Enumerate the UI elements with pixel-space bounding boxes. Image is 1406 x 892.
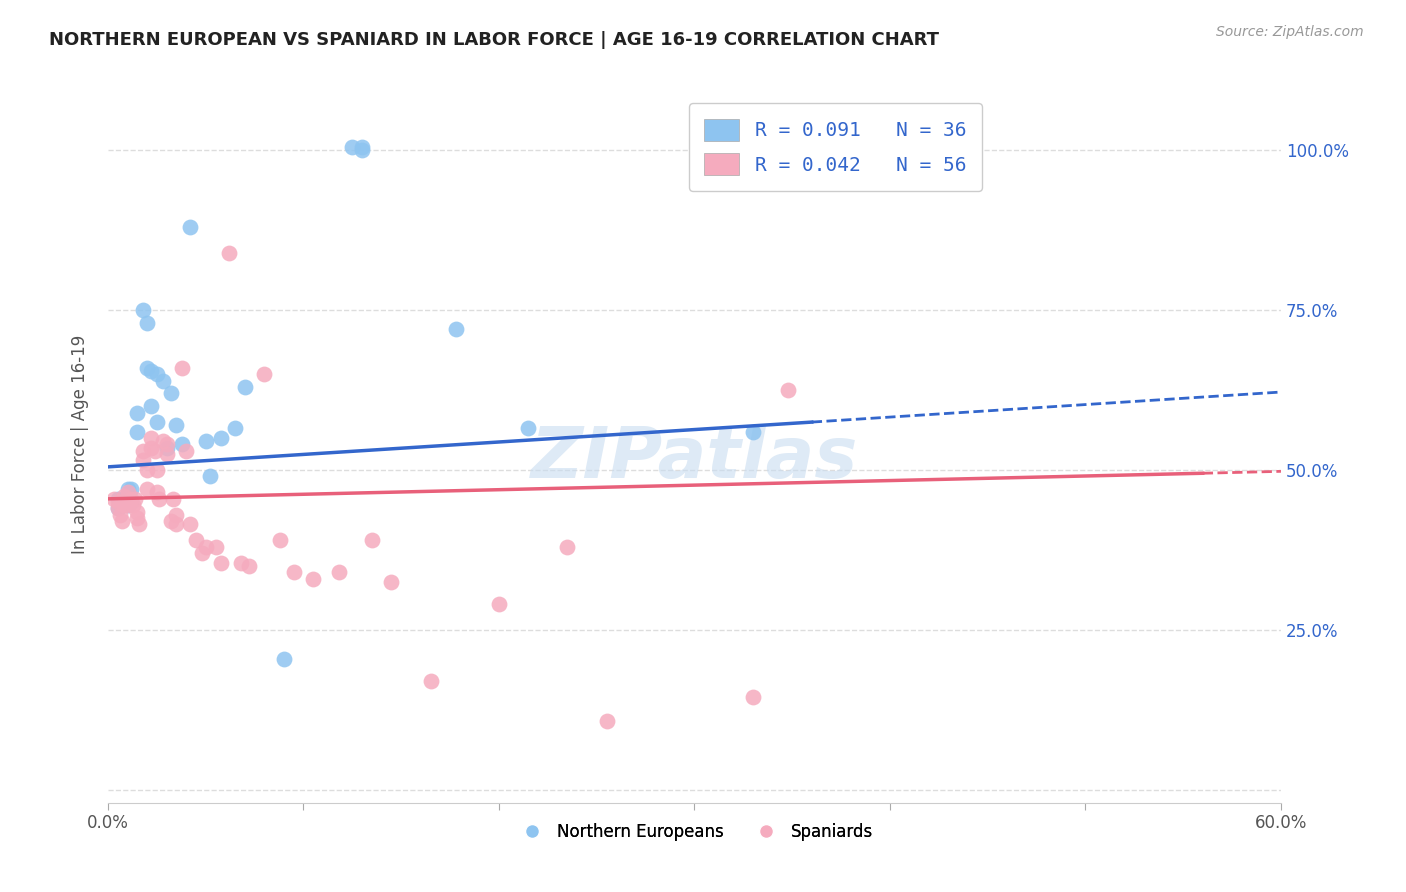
Point bbox=[224, 421, 246, 435]
Point bbox=[517, 421, 540, 435]
Point bbox=[595, 714, 617, 728]
Point bbox=[112, 491, 135, 506]
Point bbox=[233, 380, 256, 394]
Point bbox=[146, 367, 169, 381]
Point bbox=[127, 405, 149, 419]
Point bbox=[269, 533, 291, 548]
Point bbox=[283, 566, 305, 580]
Point bbox=[218, 245, 240, 260]
Point bbox=[139, 399, 162, 413]
Point bbox=[139, 364, 162, 378]
Point bbox=[152, 434, 174, 449]
Point bbox=[165, 418, 187, 433]
Point bbox=[444, 322, 467, 336]
Point bbox=[103, 491, 125, 506]
Point bbox=[352, 144, 374, 158]
Point bbox=[136, 463, 159, 477]
Point bbox=[194, 434, 217, 449]
Point bbox=[132, 443, 155, 458]
Point bbox=[172, 437, 194, 451]
Point bbox=[778, 383, 800, 397]
Point bbox=[742, 425, 765, 439]
Point bbox=[191, 546, 214, 560]
Point bbox=[127, 511, 149, 525]
Point bbox=[209, 431, 232, 445]
Point bbox=[107, 491, 129, 506]
Text: ZIPatlas: ZIPatlas bbox=[531, 425, 858, 493]
Point bbox=[112, 489, 135, 503]
Point bbox=[328, 566, 350, 580]
Point bbox=[136, 360, 159, 375]
Text: Source: ZipAtlas.com: Source: ZipAtlas.com bbox=[1216, 25, 1364, 39]
Text: NORTHERN EUROPEAN VS SPANIARD IN LABOR FORCE | AGE 16-19 CORRELATION CHART: NORTHERN EUROPEAN VS SPANIARD IN LABOR F… bbox=[49, 31, 939, 49]
Point bbox=[117, 498, 139, 512]
Point bbox=[194, 540, 217, 554]
Point bbox=[253, 367, 276, 381]
Point bbox=[156, 437, 179, 451]
Point bbox=[162, 491, 184, 506]
Point bbox=[179, 517, 201, 532]
Point bbox=[165, 508, 187, 522]
Point bbox=[198, 469, 221, 483]
Point bbox=[419, 674, 441, 689]
Point bbox=[107, 501, 129, 516]
Point bbox=[136, 316, 159, 330]
Point bbox=[209, 556, 232, 570]
Point bbox=[380, 574, 402, 589]
Point bbox=[111, 514, 134, 528]
Point bbox=[120, 495, 142, 509]
Point bbox=[139, 441, 162, 455]
Point bbox=[108, 508, 131, 522]
Point bbox=[120, 491, 142, 506]
Point bbox=[112, 498, 135, 512]
Point bbox=[342, 140, 364, 154]
Point bbox=[122, 498, 145, 512]
Point bbox=[146, 485, 169, 500]
Legend: Northern Europeans, Spaniards: Northern Europeans, Spaniards bbox=[509, 817, 880, 848]
Point bbox=[204, 540, 226, 554]
Point bbox=[107, 495, 129, 509]
Point bbox=[179, 220, 201, 235]
Point bbox=[117, 498, 139, 512]
Point bbox=[107, 501, 129, 516]
Point bbox=[117, 489, 139, 503]
Point bbox=[557, 540, 579, 554]
Point bbox=[742, 690, 765, 704]
Point bbox=[152, 374, 174, 388]
Point bbox=[127, 425, 149, 439]
Point bbox=[112, 498, 135, 512]
Point bbox=[156, 447, 179, 461]
Point bbox=[148, 491, 170, 506]
Point bbox=[165, 517, 187, 532]
Point bbox=[488, 598, 510, 612]
Point bbox=[352, 140, 374, 154]
Point bbox=[124, 491, 146, 506]
Point bbox=[361, 533, 384, 548]
Point bbox=[159, 514, 181, 528]
Point bbox=[127, 505, 149, 519]
Point bbox=[229, 556, 252, 570]
Point bbox=[128, 517, 150, 532]
Point bbox=[136, 482, 159, 496]
Point bbox=[172, 360, 194, 375]
Point bbox=[132, 303, 155, 318]
Point bbox=[184, 533, 207, 548]
Point bbox=[139, 431, 162, 445]
Point bbox=[174, 443, 197, 458]
Point bbox=[159, 386, 181, 401]
Point bbox=[273, 651, 295, 665]
Point bbox=[238, 559, 260, 574]
Point bbox=[302, 572, 325, 586]
Point bbox=[156, 441, 179, 455]
Point bbox=[132, 453, 155, 467]
Point bbox=[117, 482, 139, 496]
Y-axis label: In Labor Force | Age 16-19: In Labor Force | Age 16-19 bbox=[72, 334, 89, 554]
Point bbox=[117, 485, 139, 500]
Point bbox=[146, 463, 169, 477]
Point bbox=[120, 482, 142, 496]
Point bbox=[143, 443, 166, 458]
Point bbox=[146, 415, 169, 429]
